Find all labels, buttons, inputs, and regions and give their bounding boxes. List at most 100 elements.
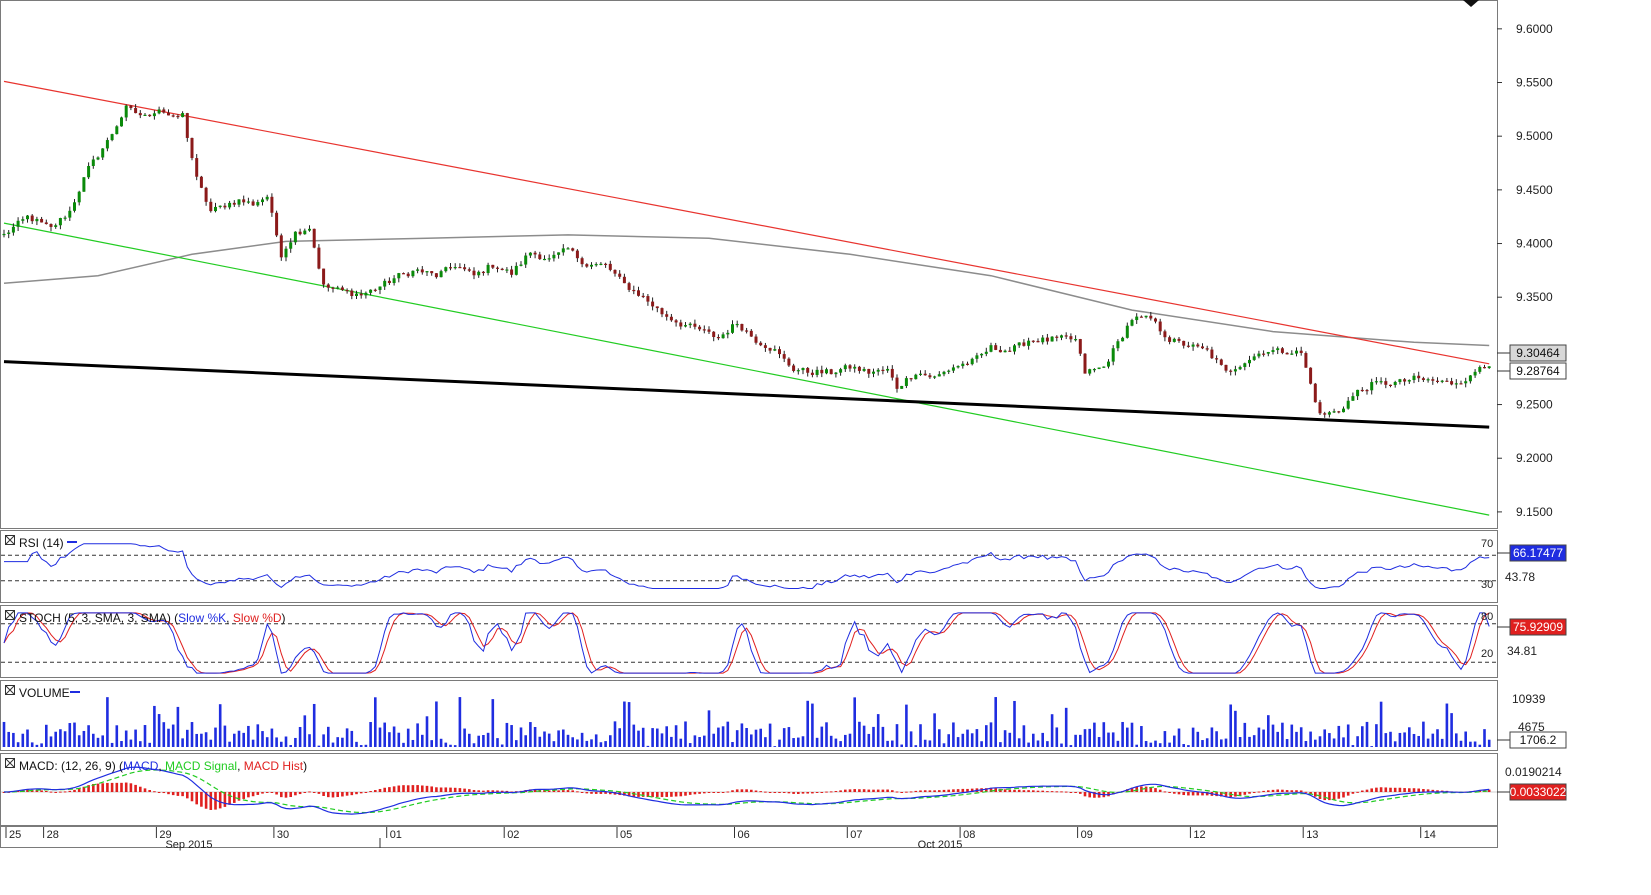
macd-hist-bar <box>1403 788 1406 792</box>
macd-hist-bar <box>1393 787 1397 792</box>
candle-body <box>1041 337 1045 343</box>
candle-body <box>1168 337 1172 342</box>
candle-body <box>1379 381 1383 383</box>
macd-hist-bar <box>1398 787 1402 792</box>
volume-bar <box>16 742 20 747</box>
volume-bar <box>811 703 814 747</box>
macd-panel[interactable]: MACD: (12, 26, 9) (MACD, MACD Signal, MA… <box>0 753 1563 826</box>
tag-close-box <box>1509 362 1567 380</box>
candle-body <box>373 289 377 291</box>
volume-bar <box>510 725 513 747</box>
candle-body <box>622 276 626 284</box>
macd-hist-bar <box>209 792 213 810</box>
macd-hist-bar <box>1365 789 1369 792</box>
volume-bar <box>261 731 264 747</box>
value-tags: 9.30464 9.28764 66.17477 75.92909 1706.2 0.00… <box>1497 344 1567 801</box>
candle-body <box>1323 413 1327 415</box>
candle-body <box>63 217 67 219</box>
macd-hist-bar <box>1135 786 1138 792</box>
stoch-panel[interactable]: STOCH (5, 3, SMA, 3, SMA) (Slow %K, Slow… <box>0 605 1538 678</box>
candle-body <box>641 295 645 298</box>
macd-hist-bar <box>670 792 673 797</box>
candle-body <box>909 378 913 380</box>
macd-hist-bar <box>853 789 856 792</box>
candle-body <box>961 363 965 367</box>
price-panel[interactable]: 9.6000 9.5500 9.5000 9.4500 9.4000 9.3500 9.25… <box>0 0 1554 529</box>
candle-body <box>486 264 490 274</box>
stoch-close-icon[interactable] <box>5 610 15 620</box>
candle-body <box>1003 350 1007 353</box>
macd-hist-bar <box>1389 787 1392 792</box>
candle-body <box>1295 350 1298 354</box>
macd-hist-bar <box>176 792 180 796</box>
volume-panel[interactable]: VOLUME 10939 4675 <box>0 680 1546 751</box>
panel-menu-arrow-icon[interactable] <box>1463 0 1479 7</box>
volume-bar <box>754 729 758 747</box>
candle-body <box>984 351 988 354</box>
tag-stoch-box <box>1509 618 1567 636</box>
candle-body <box>1125 325 1129 338</box>
candle-body <box>1370 382 1374 391</box>
volume-bar <box>519 727 523 747</box>
macd-hist-bar <box>759 791 762 793</box>
macd-hist-bar <box>1079 792 1082 794</box>
candle-body <box>472 270 476 276</box>
volume-bar <box>247 725 250 747</box>
macd-hist-bar <box>1069 792 1073 793</box>
volume-bar <box>1290 724 1294 747</box>
tag-volume-text: 1706.2 <box>1520 733 1557 747</box>
candle-body <box>411 270 415 277</box>
volume-bar <box>1257 727 1261 747</box>
volume-bar <box>312 703 316 747</box>
macd-hist-bar <box>665 792 668 797</box>
macd-hist-bar <box>242 792 245 799</box>
volume-bar <box>1389 731 1392 747</box>
volume-bar <box>1055 727 1059 747</box>
macd-title-prefix: MACD: (12, 26, 9) ( <box>19 759 123 773</box>
macd-hist-bar <box>1271 789 1275 792</box>
volume-bar <box>1403 732 1406 747</box>
macd-hist-bar <box>778 792 781 793</box>
lower-trendline <box>3 222 1490 516</box>
macd-hist-bar <box>1017 789 1021 792</box>
macd-hist-bar <box>1276 789 1279 792</box>
rsi-close-icon[interactable] <box>5 535 15 545</box>
macd-close-icon[interactable] <box>5 758 15 768</box>
candle-body <box>1078 339 1082 354</box>
volume-plot <box>2 697 1491 747</box>
macd-hist-bar <box>247 792 250 798</box>
volume-bar <box>449 744 452 747</box>
candle-body <box>571 248 575 251</box>
macd-hist-bar <box>590 792 593 794</box>
candle-body <box>698 326 702 330</box>
candle-body <box>30 215 34 222</box>
candle-body <box>49 224 53 227</box>
macd-hist-bar <box>566 790 570 792</box>
volume-bar <box>491 699 495 747</box>
volume-bar <box>1248 736 1251 747</box>
volume-close-icon[interactable] <box>5 685 15 695</box>
volume-bar <box>54 731 57 747</box>
candle-body <box>1172 338 1176 342</box>
volume-bar <box>12 732 15 747</box>
volume-bar <box>486 732 490 747</box>
macd-hist-bar <box>275 792 278 795</box>
candle-body <box>655 306 659 309</box>
macd-hist-bar <box>280 792 283 798</box>
candle-body <box>1102 366 1106 368</box>
volume-bar <box>670 736 673 747</box>
candle-body <box>801 368 805 371</box>
macd-hist-bar <box>660 792 664 798</box>
candle-body <box>199 176 203 188</box>
volume-bar <box>416 723 419 747</box>
volume-bar <box>406 728 410 747</box>
volume-bar <box>251 739 255 747</box>
macd-hist-bar <box>712 792 715 793</box>
rsi-level-30: 30 <box>1481 579 1493 591</box>
candle-body <box>590 264 593 267</box>
volume-bar <box>1163 731 1167 747</box>
rsi-panel[interactable]: RSI (14) 70 43.78 30 <box>0 530 1536 603</box>
macd-hist-bar <box>327 792 330 798</box>
macd-hist-bar <box>1342 792 1345 798</box>
volume-bar <box>1088 728 1091 747</box>
